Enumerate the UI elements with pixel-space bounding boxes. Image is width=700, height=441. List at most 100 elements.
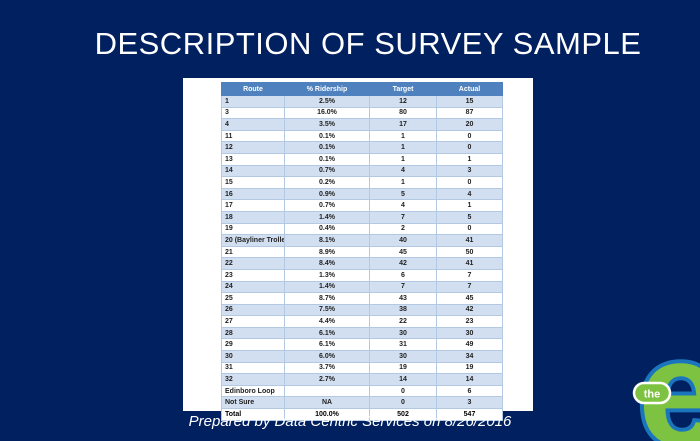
table-cell: Not Sure <box>221 396 285 410</box>
table-cell: 0.7% <box>284 199 370 212</box>
table-cell: 547 <box>436 408 503 421</box>
table-cell: 30 <box>369 350 437 363</box>
column-header: Actual <box>436 82 503 96</box>
table-cell: 6.1% <box>284 338 370 352</box>
table-cell: 42 <box>436 303 503 317</box>
table-cell: 1 <box>221 95 285 108</box>
table-cell: 3.7% <box>284 361 370 375</box>
table-cell: 1.4% <box>284 280 370 294</box>
table-panel: Route% Ridership Target Actual 1 2.5% 12 15 3 1… <box>183 78 533 421</box>
table-cell: 502 <box>369 408 437 421</box>
table-row: 28 6.1% 30 30 <box>221 326 503 340</box>
table-cell: 8.7% <box>284 292 370 305</box>
table-cell: 12 <box>221 141 285 154</box>
table-row: 22 8.4% 42 41 <box>221 257 503 270</box>
table-cell: 34 <box>436 350 503 363</box>
table-cell: 1 <box>369 152 437 166</box>
table-row: 15 0.2% 1 0 <box>221 176 503 189</box>
table-body: 1 2.5% 12 15 3 16.0% 80 87 4 3.5% 17 20 11 0.1% 1 0 12 0.… <box>221 95 503 421</box>
table-cell: 26 <box>221 303 285 317</box>
table-cell: 29 <box>221 338 285 352</box>
table-cell: 43 <box>369 292 437 305</box>
table-cell: 4 <box>221 118 285 131</box>
table-cell: 25 <box>221 292 285 305</box>
footer-credit: Prepared by Data Centric Services on 8/2… <box>188 413 512 430</box>
table-row: 1 2.5% 12 15 <box>221 95 503 108</box>
table-cell: 0.1% <box>284 141 370 154</box>
table-cell: 7 <box>369 280 437 294</box>
table-row: 14 0.7% 4 3 <box>221 164 503 178</box>
table-cell: 23 <box>436 315 503 328</box>
table-cell: 41 <box>436 234 503 247</box>
table-cell: 1.3% <box>284 268 370 282</box>
table-cell: 1 <box>436 152 503 166</box>
table-cell: 0.1% <box>284 152 370 166</box>
table-row: 25 8.7% 43 45 <box>221 292 503 305</box>
table-row: Edinboro Loop 0 6 <box>221 384 503 398</box>
table-row: 23 1.3% 6 7 <box>221 268 503 282</box>
table-row: 21 8.9% 45 50 <box>221 245 503 259</box>
table-cell: 1 <box>369 129 437 143</box>
table-cell: 2.7% <box>284 373 370 386</box>
table-cell: 0 <box>436 222 503 236</box>
table-cell: 0 <box>436 129 503 143</box>
table-cell: 45 <box>436 292 503 305</box>
table-cell: 87 <box>436 106 503 120</box>
table-cell: 0 <box>369 396 437 410</box>
table-row: 18 1.4% 7 5 <box>221 210 503 224</box>
table-cell: 41 <box>436 257 503 270</box>
table-cell: 6 <box>436 384 503 398</box>
table-cell: 42 <box>369 257 437 270</box>
table-cell: 2 <box>369 222 437 236</box>
table-cell: 17 <box>221 199 285 212</box>
table-cell: 15 <box>221 176 285 189</box>
table-cell: 0.2% <box>284 176 370 189</box>
table-cell: 32 <box>221 373 285 386</box>
table-cell: 30 <box>369 326 437 340</box>
table-cell: 40 <box>369 234 437 247</box>
table-cell: 21 <box>221 245 285 259</box>
table-cell: 15 <box>436 95 503 108</box>
table-row: 19 0.4% 2 0 <box>221 222 503 236</box>
table-cell: 27 <box>221 315 285 328</box>
table-cell: 7.5% <box>284 303 370 317</box>
table-cell: 20 (Bayliner Trolley) <box>221 234 285 247</box>
table-cell: 6.0% <box>284 350 370 363</box>
table-cell: Total <box>221 408 285 421</box>
table-cell: 3.5% <box>284 118 370 131</box>
table-row: 27 4.4% 22 23 <box>221 315 503 328</box>
table-row: 3 16.0% 80 87 <box>221 106 503 120</box>
table-cell: 19 <box>369 361 437 375</box>
table-cell: 14 <box>436 373 503 386</box>
table-cell: 3 <box>436 164 503 178</box>
table-header-row: Route% Ridership Target Actual <box>221 82 503 96</box>
table-cell: 80 <box>369 106 437 120</box>
table-cell: 7 <box>369 210 437 224</box>
column-header: Target <box>369 82 437 96</box>
table-cell: 6 <box>369 268 437 282</box>
table-row: 11 0.1% 1 0 <box>221 129 503 143</box>
table-cell: 4 <box>369 164 437 178</box>
table-cell: 45 <box>369 245 437 259</box>
table-cell: 5 <box>436 210 503 224</box>
table-cell: 1 <box>369 141 437 154</box>
table-cell: 18 <box>221 210 285 224</box>
table-cell: 19 <box>436 361 503 375</box>
table-cell <box>284 384 370 398</box>
table-row: 24 1.4% 7 7 <box>221 280 503 294</box>
the-e-logo: e the <box>632 352 700 441</box>
table-cell: 7 <box>436 280 503 294</box>
table-cell: 100.0% <box>284 408 370 421</box>
table-cell: 28 <box>221 326 285 340</box>
table-cell: 0.7% <box>284 164 370 178</box>
table-cell: 16.0% <box>284 106 370 120</box>
table-cell: 1 <box>436 199 503 212</box>
table-cell: 13 <box>221 152 285 166</box>
table-cell: 24 <box>221 280 285 294</box>
table-total-row: Total 100.0% 502 547 <box>221 408 503 421</box>
table-cell: 0.1% <box>284 129 370 143</box>
column-header: Route <box>221 82 285 96</box>
table-cell: NA <box>284 396 370 410</box>
table-cell: 3 <box>436 396 503 410</box>
